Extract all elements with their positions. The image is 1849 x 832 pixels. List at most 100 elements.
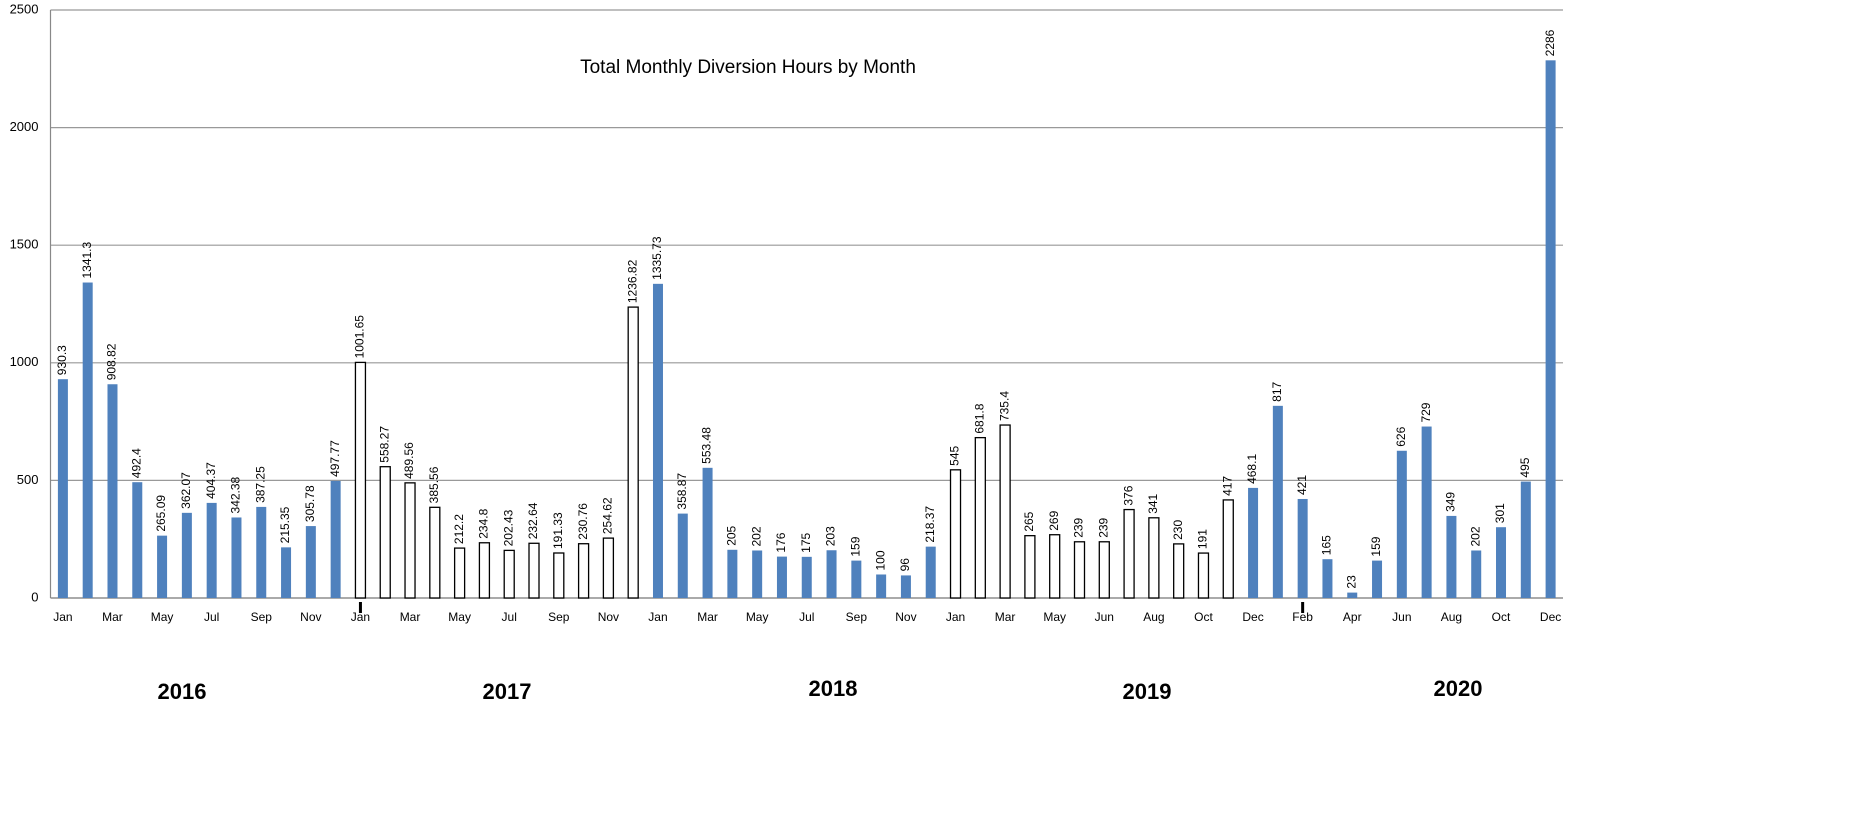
x-tick-label: Nov (895, 610, 916, 624)
year-label: 2020 (1434, 676, 1483, 701)
y-tick-label: 2000 (10, 119, 39, 134)
bar (1372, 560, 1383, 598)
bar (826, 550, 837, 598)
x-tick-label: Oct (1194, 610, 1213, 624)
bar (429, 506, 441, 599)
bar (577, 543, 590, 599)
bar (1248, 487, 1259, 598)
year-label: 2018 (809, 676, 858, 701)
bar (1272, 405, 1283, 598)
value-label: 497.77 (328, 440, 342, 477)
bar (354, 361, 367, 599)
bar (949, 469, 962, 599)
value-label: 545 (948, 445, 962, 465)
year-label: 2019 (1123, 679, 1172, 704)
value-label: 96 (898, 558, 912, 572)
value-label: 234.8 (477, 508, 491, 538)
value-label: 212.2 (452, 514, 466, 544)
value-label: 2286 (1543, 29, 1557, 56)
bar (727, 549, 738, 598)
bar (57, 379, 68, 598)
value-label: 553.48 (700, 427, 714, 464)
value-label: 349 (1444, 492, 1458, 512)
value-label: 495 (1518, 457, 1532, 477)
value-label: 159 (1369, 536, 1383, 556)
x-tick-label: May (448, 610, 471, 624)
x-tick-label: Aug (1143, 610, 1164, 624)
bar (107, 384, 118, 598)
year-label: 2016 (158, 679, 207, 704)
value-label: 218.37 (923, 506, 937, 543)
value-label: 492.4 (129, 448, 143, 478)
bar (478, 542, 491, 599)
x-tick-label: Nov (300, 610, 321, 624)
bar (453, 547, 466, 599)
axis-marker (1301, 602, 1305, 613)
x-tick-label: Sep (251, 610, 273, 624)
value-label: 489.56 (402, 442, 416, 479)
x-tick-label: Jan (53, 610, 72, 624)
axis-marker (358, 602, 362, 613)
value-label: 1236.82 (625, 259, 639, 303)
x-tick-label: Apr (1343, 610, 1362, 624)
x-tick-label: Mar (102, 610, 123, 624)
x-tick-label: Mar (400, 610, 421, 624)
value-label: 215.35 (278, 506, 292, 543)
bar (1471, 550, 1482, 598)
bar (528, 542, 540, 599)
value-label: 362.07 (179, 472, 193, 509)
bar (1446, 515, 1457, 598)
value-label: 558.27 (377, 426, 391, 463)
bar (1148, 517, 1160, 599)
value-label: 468.1 (1245, 454, 1259, 484)
bar (281, 547, 292, 598)
value-label: 1341.3 (80, 241, 94, 278)
bar (851, 560, 862, 598)
x-tick-label: Mar (995, 610, 1016, 624)
bar (1049, 534, 1061, 599)
bar (1520, 481, 1531, 598)
value-label: 342.38 (229, 476, 243, 513)
bar (404, 482, 416, 599)
value-label: 908.82 (105, 343, 119, 380)
value-label: 729 (1419, 402, 1433, 422)
bar (157, 535, 168, 598)
bar (1173, 543, 1185, 599)
bar (379, 466, 391, 599)
bar (876, 574, 887, 598)
value-label: 176 (774, 532, 788, 552)
bar (677, 513, 688, 598)
bar (974, 436, 986, 599)
x-tick-label: Nov (598, 610, 619, 624)
bar (206, 502, 217, 598)
x-tick-label: May (1043, 610, 1066, 624)
value-label: 202 (749, 526, 763, 546)
x-tick-label: Sep (548, 610, 570, 624)
value-label: 385.56 (427, 466, 441, 503)
value-label: 341 (1146, 493, 1160, 513)
value-label: 1001.65 (353, 315, 367, 359)
bar (801, 556, 812, 598)
bar (256, 506, 267, 598)
bar (652, 283, 663, 598)
bar (1496, 527, 1507, 598)
value-label: 269 (1047, 510, 1061, 530)
x-tick-label: Jun (1392, 610, 1411, 624)
value-label: 421 (1295, 475, 1309, 495)
value-label: 681.8 (972, 403, 986, 433)
value-label: 239 (1072, 517, 1086, 537)
x-tick-label: Aug (1441, 610, 1462, 624)
bar (776, 556, 787, 598)
chart-title: Total Monthly Diversion Hours by Month (580, 57, 916, 78)
value-label: 205 (725, 525, 739, 545)
value-label: 265 (1022, 511, 1036, 531)
value-label: 230 (1171, 520, 1185, 540)
value-label: 626 (1394, 426, 1408, 446)
bar (82, 282, 93, 598)
y-tick-label: 500 (17, 472, 39, 487)
value-label: 358.87 (675, 473, 689, 510)
x-tick-label: Jul (204, 610, 219, 624)
bar (503, 549, 515, 599)
